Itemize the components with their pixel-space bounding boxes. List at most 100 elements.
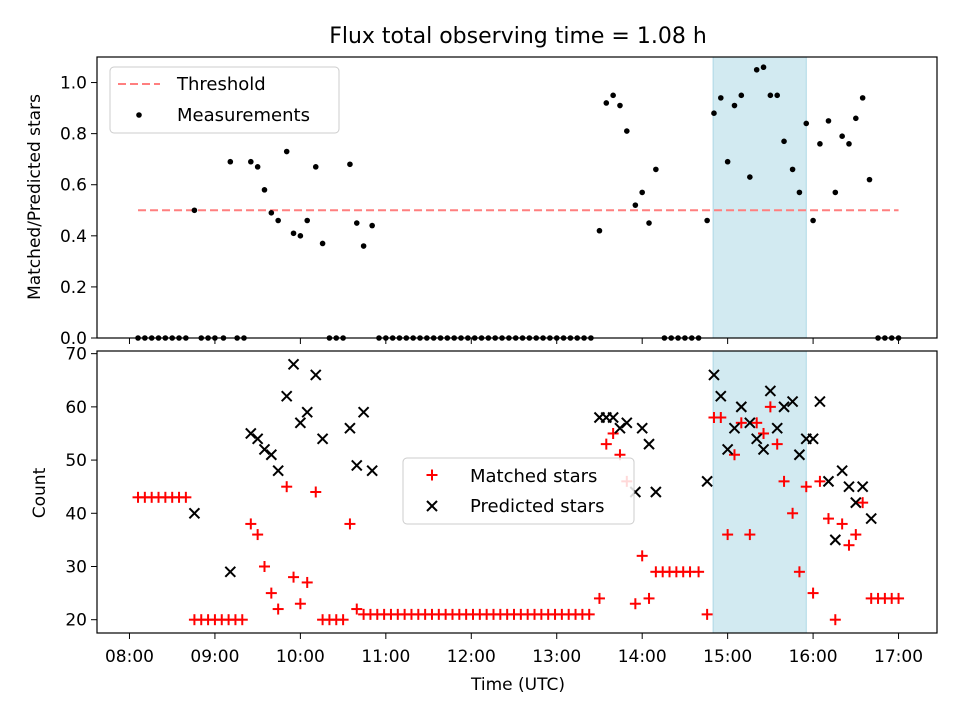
matched-point <box>836 518 848 530</box>
measurement-point <box>319 240 326 247</box>
matched-point <box>807 587 819 599</box>
predicted-point <box>636 422 648 434</box>
matched-point <box>337 614 349 626</box>
cross-stroke-b <box>621 417 633 429</box>
y-tick-label: 30 <box>65 557 87 577</box>
y-tick-label: 1.0 <box>60 74 87 94</box>
predicted-point <box>650 486 662 498</box>
matched-point <box>265 587 277 599</box>
measurement-point <box>639 189 645 196</box>
matched-point <box>857 497 869 509</box>
predicted-point <box>245 427 257 440</box>
y-tick-label: 0.8 <box>60 125 87 145</box>
cross-stroke-b <box>814 395 826 408</box>
cross-stroke-b <box>843 480 855 493</box>
cross-stroke-b <box>793 449 806 461</box>
predicted-point <box>351 459 363 472</box>
measurement-point <box>825 118 832 124</box>
measurement-point <box>859 95 866 101</box>
predicted-point <box>865 512 877 525</box>
matched-point <box>583 608 595 620</box>
top-y-axis-label: Matched/Predicted stars <box>25 94 45 300</box>
predicted-point <box>829 534 842 546</box>
cross-stroke-b <box>258 443 271 456</box>
x-tick-label: 16:00 <box>789 647 838 667</box>
matched-point <box>693 566 705 578</box>
y-tick-label: 0.0 <box>60 329 87 349</box>
predicted-point <box>735 401 748 413</box>
y-tick-label: 0.6 <box>60 176 87 196</box>
measurement-point <box>275 217 281 224</box>
bottom-y-ticks: 20 30 40 50 60 70 <box>65 345 97 631</box>
measurement-point <box>191 207 198 214</box>
cross-stroke-b <box>708 369 720 381</box>
measurement-point <box>617 102 623 109</box>
matched-point <box>751 417 763 429</box>
cross-stroke-b <box>650 486 662 498</box>
matched-point <box>715 412 727 424</box>
cross-stroke-b <box>744 417 756 429</box>
matched-point <box>600 438 612 450</box>
matched-point <box>829 614 841 626</box>
predicted-point <box>188 507 201 519</box>
cross-stroke-b <box>643 438 655 450</box>
cross-stroke-b <box>351 459 363 472</box>
predicted-point <box>807 433 819 445</box>
predicted-point <box>614 422 626 434</box>
predicted-point <box>294 417 307 429</box>
cross-stroke-b <box>294 417 307 429</box>
predicted-point <box>715 390 727 402</box>
matched-point <box>351 603 363 615</box>
matched-point <box>301 576 313 588</box>
measurement-point <box>704 217 710 224</box>
x-tick-label: 17:00 <box>874 647 923 667</box>
matched-point <box>310 486 322 498</box>
matched-point <box>787 507 799 519</box>
predicted-point <box>643 438 655 450</box>
x-tick-label: 10:00 <box>276 647 325 667</box>
cross-stroke-b <box>614 422 626 434</box>
predicted-point <box>708 369 720 381</box>
cross-stroke-b <box>771 422 783 434</box>
cross-stroke-b <box>188 507 201 519</box>
cross-stroke-b <box>807 433 819 445</box>
x-tick-label: 09:00 <box>190 647 239 667</box>
x-tick-label: 15:00 <box>703 647 752 667</box>
predicted-point <box>280 390 293 402</box>
predicted-point <box>744 417 756 429</box>
cross-stroke-b <box>865 512 877 525</box>
measurement-point <box>360 243 367 249</box>
measurement-point <box>369 222 375 229</box>
y-tick-label: 0.2 <box>60 278 87 298</box>
predicted-point <box>701 475 713 488</box>
x-tick-label: 08:00 <box>105 647 154 667</box>
matched-point <box>180 491 192 503</box>
predicted-point <box>822 475 835 488</box>
predicted-point <box>301 406 313 418</box>
predicted-point <box>344 422 356 434</box>
matched-point <box>636 550 648 562</box>
measurement-point <box>711 110 717 116</box>
measurement-point <box>832 189 839 196</box>
cross-stroke-b <box>607 411 619 424</box>
measurement-point <box>312 164 319 170</box>
predicted-point <box>771 422 783 434</box>
predicted-point <box>750 433 763 445</box>
matched-point <box>252 529 264 541</box>
predicted-point <box>265 449 278 461</box>
measurement-point <box>248 158 254 165</box>
matched-point <box>607 427 619 439</box>
cross-stroke-b <box>764 385 777 397</box>
measurement-point <box>810 217 816 224</box>
measurement-point <box>774 92 781 99</box>
matched-point <box>758 427 770 439</box>
predicted-point <box>814 395 826 408</box>
measurement-point <box>610 92 616 99</box>
cross-stroke-b <box>310 369 322 381</box>
cross-stroke-b <box>636 422 648 434</box>
measurement-point <box>767 92 774 99</box>
measurement-point <box>268 210 275 216</box>
measurement-point <box>254 164 261 170</box>
y-tick-label: 50 <box>65 451 87 471</box>
